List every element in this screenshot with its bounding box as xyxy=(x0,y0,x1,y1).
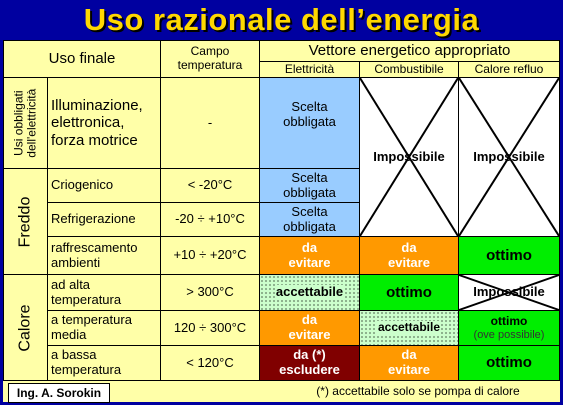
row-temp: -20 ÷ +10°C xyxy=(161,203,260,237)
row-temp: > 300°C xyxy=(161,275,260,311)
cell-combustibile: da evitare xyxy=(360,346,459,381)
row-uso: Illuminazione, elettronica, forza motric… xyxy=(48,78,161,169)
cell-combustibile: accettabile xyxy=(360,311,459,346)
cross-icon xyxy=(360,78,458,236)
cell-refluo: ottimo (ove possibile) xyxy=(459,311,560,346)
cell-elettricita: accettabile xyxy=(260,275,360,311)
row-temp: - xyxy=(161,78,260,169)
row-uso: Criogenico xyxy=(48,169,161,203)
row-temp: +10 ÷ +20°C xyxy=(161,237,260,275)
group-calore: Calore xyxy=(3,275,48,381)
row-temp: < -20°C xyxy=(161,169,260,203)
cell-elettricita: Scelta obbligata xyxy=(260,78,360,169)
footnote: (*) accettabile solo se pompa di calore xyxy=(282,382,554,400)
cell-elettricita: da evitare xyxy=(260,311,360,346)
header-campo-temperatura: Campo temperatura xyxy=(161,40,260,78)
cell-elettricita: da (*) escludere xyxy=(260,346,360,381)
row-uso: ad alta temperatura xyxy=(48,275,161,311)
cell-elettricita: Scelta obbligata xyxy=(260,203,360,237)
header-uso-finale: Uso finale xyxy=(3,40,161,78)
row-uso: raffrescamento ambienti xyxy=(48,237,161,275)
cross-icon xyxy=(459,78,559,236)
header-vettore: Vettore energetico appropriato xyxy=(260,40,560,62)
cell-refluo-impossible: Impossibile xyxy=(459,275,560,311)
row-temp: < 120°C xyxy=(161,346,260,381)
energy-table: Uso finale Campo temperatura Vettore ene… xyxy=(3,40,560,402)
cell-refluo-impossible: Impossibile xyxy=(459,78,560,237)
group-usi-obbligati: Usi obbligati dell'elettricità xyxy=(3,78,48,169)
row-temp: 120 ÷ 300°C xyxy=(161,311,260,346)
author-label: Ing. A. Sorokin xyxy=(8,383,110,403)
header-elettricita: Elettricità xyxy=(260,62,360,78)
row-uso: a bassa temperatura xyxy=(48,346,161,381)
row-uso: a temperatura media xyxy=(48,311,161,346)
header-calore-refluo: Calore refluo xyxy=(459,62,560,78)
header-combustibile: Combustibile xyxy=(360,62,459,78)
row-uso: Refrigerazione xyxy=(48,203,161,237)
cross-icon xyxy=(459,275,559,310)
cell-combustibile: ottimo xyxy=(360,275,459,311)
cell-elettricita: da evitare xyxy=(260,237,360,275)
cell-combustibile-impossible: Impossibile xyxy=(360,78,459,237)
cell-refluo: ottimo xyxy=(459,237,560,275)
page-title: Uso razionale dell’energia xyxy=(83,2,480,37)
cell-refluo: ottimo xyxy=(459,346,560,381)
group-freddo: Freddo xyxy=(3,169,48,275)
cell-combustibile: da evitare xyxy=(360,237,459,275)
cell-elettricita: Scelta obbligata xyxy=(260,169,360,203)
